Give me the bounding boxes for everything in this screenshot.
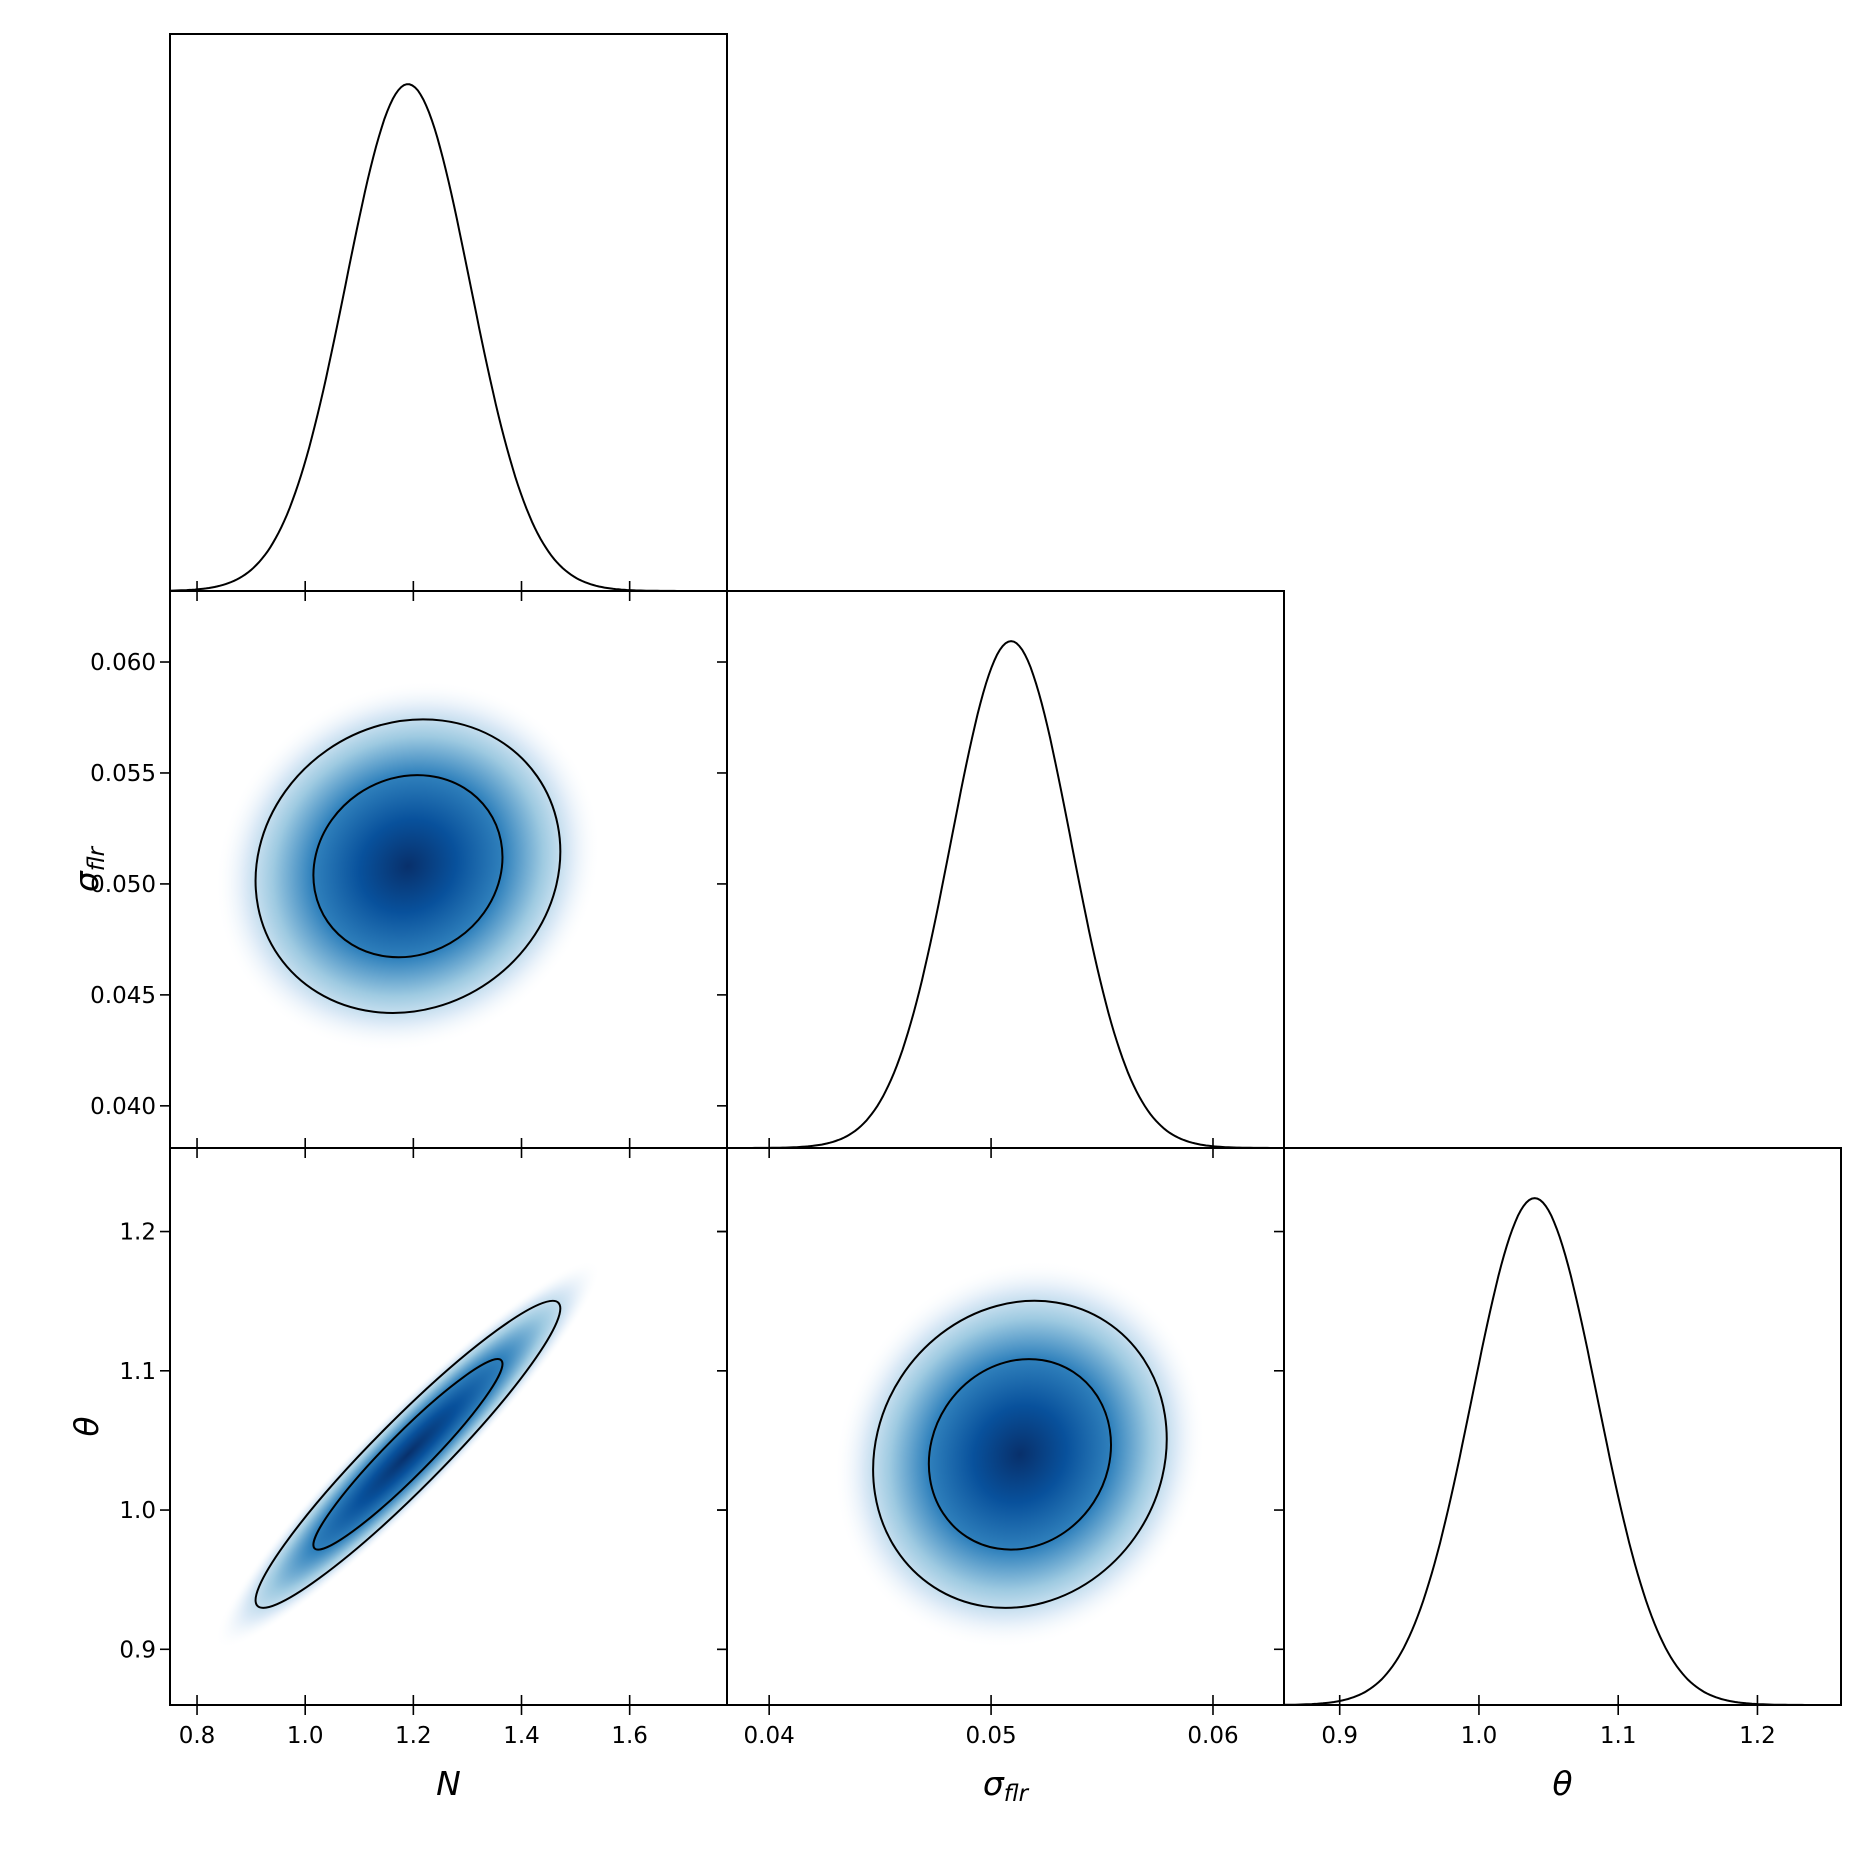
x-tick-label: 0.9 <box>1321 1723 1358 1749</box>
density-N-sigma_flr <box>215 680 601 1052</box>
y-tick-label: 0.055 <box>90 761 156 787</box>
panel-sigma_flr-theta <box>726 1147 1285 1706</box>
marginal-curve-theta <box>1284 1197 1841 1706</box>
x-tick-label: 0.05 <box>965 1723 1016 1749</box>
panel-N-theta <box>169 1147 728 1706</box>
x-tick-label: 1.4 <box>503 1723 540 1749</box>
contour-95 <box>872 1299 1168 1609</box>
y-axis-label-theta: θ <box>67 1416 106 1436</box>
x-axis-label-N: N <box>436 1764 461 1803</box>
x-tick-label: 0.04 <box>744 1723 795 1749</box>
y-tick-label: 0.060 <box>90 650 156 676</box>
density-N-theta <box>215 1260 601 1649</box>
x-tick-label: 1.1 <box>1600 1723 1637 1749</box>
marginal-curve-sigma_flr <box>727 640 1284 1149</box>
x-tick-label: 0.8 <box>179 1723 216 1749</box>
y-tick-label: 1.1 <box>119 1359 156 1385</box>
y-tick-label: 1.0 <box>119 1498 156 1524</box>
panel-N-sigma_flr <box>169 590 728 1149</box>
contour-68 <box>312 774 504 959</box>
y-tick-label: 0.9 <box>119 1637 156 1663</box>
x-tick-label: 1.0 <box>287 1723 324 1749</box>
density-sigma_flr-theta <box>834 1260 1206 1649</box>
y-tick-label: 1.2 <box>119 1220 156 1246</box>
x-axis-label-theta: θ <box>1552 1764 1572 1803</box>
y-tick-label: 0.040 <box>90 1094 156 1120</box>
y-tick-label: 0.050 <box>90 872 156 898</box>
x-tick-label: 0.06 <box>1187 1723 1238 1749</box>
contour-68 <box>312 1358 504 1551</box>
x-tick-label: 1.0 <box>1461 1723 1498 1749</box>
contour-95 <box>254 718 562 1014</box>
x-tick-label: 1.2 <box>1739 1723 1776 1749</box>
y-tick-label: 0.045 <box>90 983 156 1009</box>
x-tick-label: 1.2 <box>395 1723 432 1749</box>
contour-68 <box>927 1358 1112 1551</box>
x-tick-label: 1.6 <box>611 1723 648 1749</box>
panel-frame <box>726 1147 1285 1706</box>
contour-95 <box>254 1299 562 1609</box>
ticks: 0.8 1.0 1.2 1.4 1.6 0.04 0.05 0.06 0.9 1.0 1.1 1.2 0… <box>90 581 1776 1749</box>
